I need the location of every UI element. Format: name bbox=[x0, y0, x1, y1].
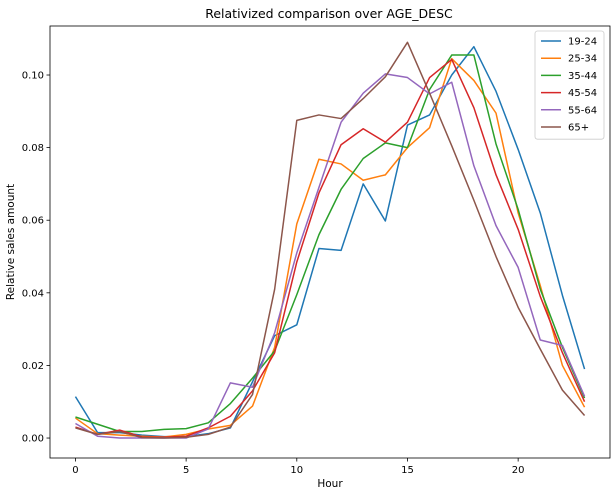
y-tick-label: 0.08 bbox=[22, 143, 44, 154]
x-tick-label: 5 bbox=[183, 465, 189, 476]
legend-label: 45-54 bbox=[568, 88, 597, 99]
x-tick-label: 15 bbox=[401, 465, 414, 476]
x-tick-label: 20 bbox=[512, 465, 525, 476]
y-axis-label: Relative sales amount bbox=[5, 184, 17, 300]
x-tick-label: 10 bbox=[290, 465, 303, 476]
y-tick-label: 0.10 bbox=[22, 71, 44, 82]
plot-frame bbox=[49, 25, 611, 459]
legend: 19-24 25-34 35-44 45-54 55-64 65+ bbox=[534, 30, 605, 140]
x-axis-label: Hour bbox=[317, 478, 343, 490]
y-tick-label: 0.00 bbox=[22, 434, 44, 445]
series-line-35-44 bbox=[75, 54, 586, 433]
legend-label: 35-44 bbox=[568, 71, 597, 82]
axes: 0 5 10 15 20 0.00 0.02 0.04 0.06 0.08 0.10 bbox=[22, 71, 525, 476]
y-tick-label: 0.06 bbox=[22, 216, 44, 227]
series-lines bbox=[74, 41, 586, 439]
legend-label: 25-34 bbox=[568, 54, 597, 65]
legend-label: 55-64 bbox=[568, 105, 597, 116]
legend-label: 19-24 bbox=[568, 37, 597, 48]
series-line-65+ bbox=[75, 41, 586, 439]
legend-label: 65+ bbox=[568, 123, 589, 134]
y-tick-label: 0.04 bbox=[22, 288, 44, 299]
chart-title: Relativized comparison over AGE_DESC bbox=[205, 6, 453, 21]
y-tick-label: 0.02 bbox=[22, 361, 44, 372]
x-tick-label: 0 bbox=[72, 465, 78, 476]
